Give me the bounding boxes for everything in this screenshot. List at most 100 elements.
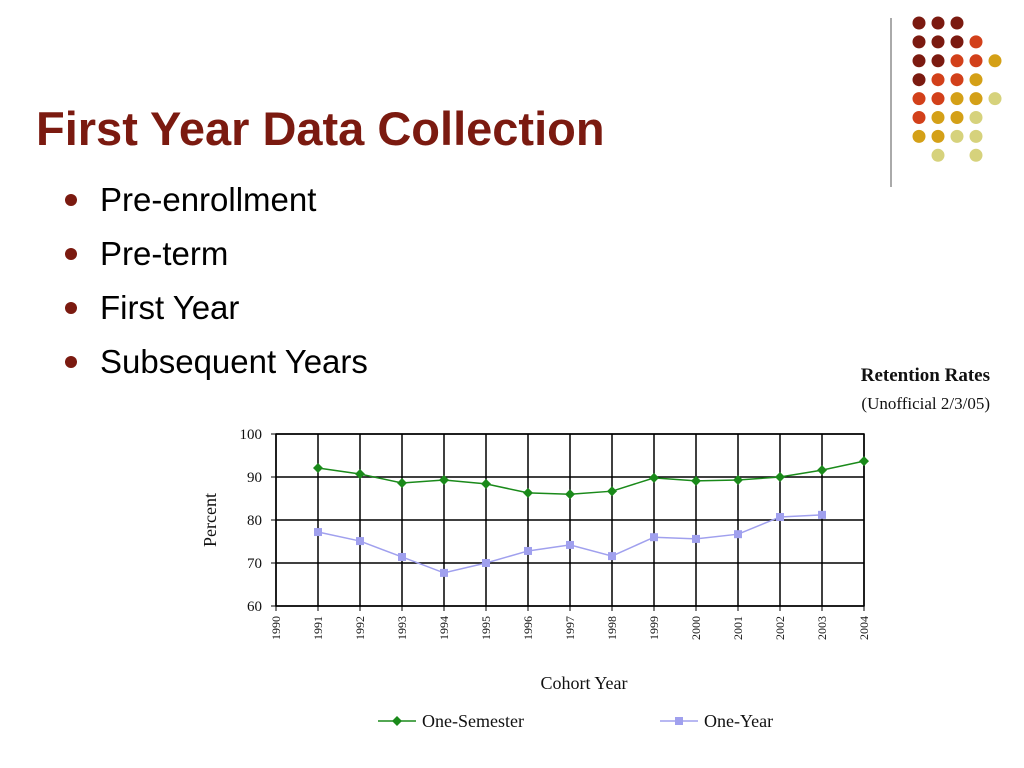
marker: [524, 546, 532, 555]
slide-title: First Year Data Collection: [36, 102, 605, 155]
bullet-text: First Year: [100, 289, 239, 326]
marker: [523, 487, 533, 498]
bullet-dot: [65, 302, 77, 314]
x-tick-label: 1993: [395, 616, 409, 640]
dot: [931, 111, 945, 124]
x-tick-label: 2003: [815, 616, 829, 640]
decoration: [912, 16, 1002, 162]
y-axis-label: Percent: [200, 493, 220, 547]
dot: [969, 148, 983, 162]
dot: [912, 54, 926, 68]
y-tick-label: 100: [240, 427, 263, 443]
dot: [950, 16, 964, 30]
dot: [912, 35, 926, 49]
dot: [931, 148, 945, 162]
x-tick-label: 1995: [479, 616, 493, 640]
dot: [969, 35, 983, 49]
marker: [355, 468, 365, 479]
bullet-dot: [65, 356, 77, 368]
y-tick-label: 60: [247, 599, 262, 615]
marker: [397, 478, 407, 489]
y-tick-label: 70: [247, 556, 262, 572]
x-tick-label: 2001: [731, 616, 745, 640]
series-line: [317, 460, 865, 495]
bullet-list: Pre-enrollment Pre-term First Year Subseque…: [65, 181, 368, 380]
dot: [931, 73, 945, 87]
x-tick-label: 1999: [647, 616, 661, 640]
marker: [398, 552, 406, 561]
bullet-text: Pre-term: [100, 235, 228, 272]
x-axis-label: Cohort Year: [540, 673, 627, 693]
dot: [950, 129, 964, 143]
dot: [969, 73, 983, 87]
dot: [912, 16, 926, 30]
dot: [969, 92, 983, 106]
chart-subtitle: (Unofficial 2/3/05): [861, 394, 990, 413]
marker: [608, 552, 616, 561]
dot: [912, 92, 926, 106]
dot: [931, 16, 945, 30]
marker: [649, 472, 659, 483]
marker: [650, 533, 658, 542]
x-tick-label: 1994: [437, 616, 451, 640]
marker: [859, 456, 869, 467]
dot: [969, 54, 983, 68]
dot: [912, 129, 926, 143]
dot: [950, 92, 964, 106]
dot: [931, 35, 945, 49]
marker: [691, 475, 701, 486]
x-tick-label: 1998: [605, 616, 619, 640]
dot: [969, 129, 983, 143]
dot: [950, 35, 964, 49]
marker: [775, 472, 785, 482]
marker: [565, 489, 575, 500]
plot-frame: [275, 433, 865, 607]
dot: [969, 111, 983, 124]
x-tick-label: 2002: [773, 616, 787, 640]
marker: [481, 478, 491, 489]
dot: [931, 92, 945, 106]
dot: [912, 73, 926, 87]
marker: [817, 465, 827, 476]
x-tick-label: 2000: [689, 616, 703, 640]
marker: [675, 717, 683, 725]
marker: [734, 530, 742, 539]
dot: [988, 54, 1002, 68]
marker: [607, 486, 617, 497]
x-tick-label: 1996: [521, 616, 535, 640]
marker: [392, 716, 402, 726]
bullet-text: Subsequent Years: [100, 343, 368, 380]
chart-title: Retention Rates: [861, 365, 990, 386]
marker: [566, 540, 574, 549]
marker: [356, 537, 364, 546]
dot: [950, 111, 964, 124]
x-tick-label: 1991: [311, 616, 325, 640]
x-tick-label: 1990: [269, 616, 283, 640]
marker: [439, 475, 449, 486]
bullet-text: Pre-enrollment: [100, 181, 316, 218]
marker: [776, 512, 784, 521]
marker: [440, 568, 448, 577]
marker: [818, 510, 826, 519]
bullet-dot: [65, 194, 77, 206]
dot: [931, 129, 945, 143]
marker: [314, 528, 322, 537]
y-tick-label: 80: [247, 513, 262, 529]
dot: [950, 54, 964, 68]
marker: [313, 462, 323, 473]
x-tick-label: 2004: [857, 616, 871, 640]
x-tick-label: 1992: [353, 616, 367, 640]
dot: [912, 111, 926, 124]
marker: [692, 534, 700, 543]
marker: [733, 475, 743, 486]
y-tick-label: 90: [247, 470, 262, 486]
dot: [988, 92, 1002, 106]
dot: [931, 54, 945, 68]
bullet-dot: [65, 248, 77, 260]
dot: [950, 73, 964, 87]
marker: [482, 559, 490, 567]
x-tick-label: 1997: [563, 616, 577, 640]
legend-label: One-Semester: [422, 711, 524, 731]
